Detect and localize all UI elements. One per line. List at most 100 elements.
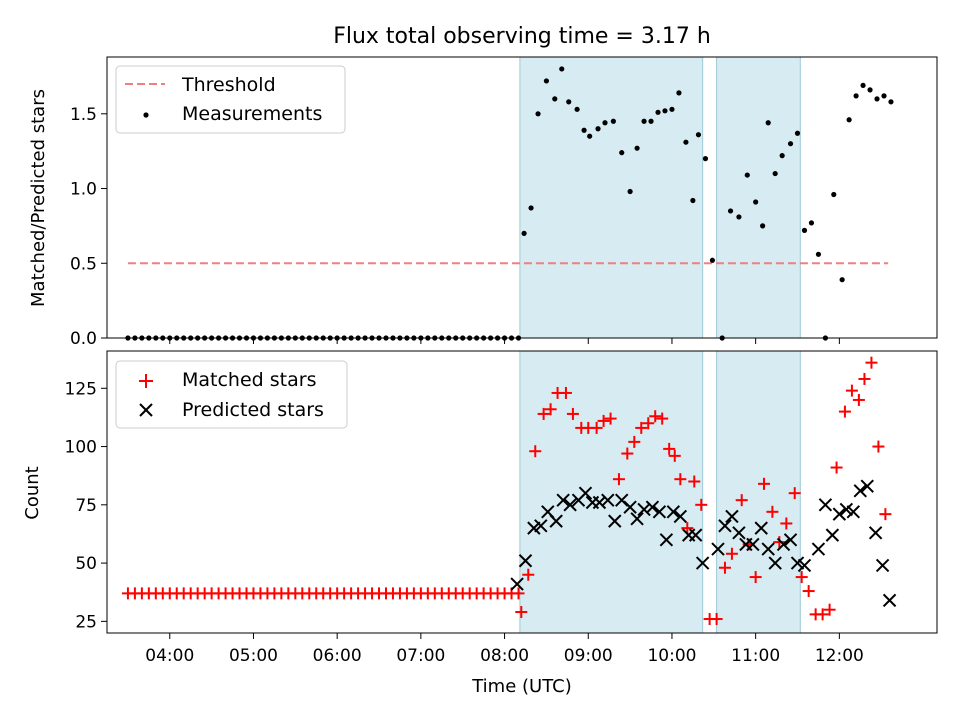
- measurement-point: [765, 120, 771, 126]
- measurement-point: [881, 93, 887, 99]
- measurement-point: [683, 139, 689, 145]
- measurement-point: [779, 153, 785, 159]
- matched-star-point: [544, 403, 557, 416]
- matched-star-point: [718, 561, 731, 574]
- measurement-point: [669, 106, 675, 112]
- bottom-panel: 25 50 75 100 125 04:00 05:00 06:00 07:00 08:00 09…: [22, 350, 938, 697]
- bottom-shaded-intervals: [519, 350, 801, 634]
- measurement-point: [655, 109, 661, 115]
- measurement-point: [787, 141, 794, 147]
- matched-star-point: [604, 412, 617, 425]
- measurement-point: [595, 126, 601, 132]
- predicted-star-point: [718, 519, 732, 533]
- matched-star-point: [795, 571, 808, 584]
- legend-threshold-label: Threshold: [181, 74, 276, 96]
- measurement-point: [772, 170, 778, 177]
- matched-star-point: [802, 585, 815, 598]
- matched-star-point: [830, 461, 843, 474]
- matched-star-point: [758, 477, 771, 490]
- predicted-star-point: [818, 498, 833, 512]
- predicted-star-point: [592, 495, 607, 510]
- measurement-point: [867, 87, 873, 93]
- matched-star-point: [612, 473, 625, 486]
- measurement-point: [587, 133, 593, 139]
- bottom-y-axis: 25 50 75 100 125: [65, 379, 107, 632]
- matched-star-point: [642, 417, 655, 430]
- predicted-star-point: [811, 542, 826, 556]
- legend-measurements-label: Measurements: [182, 103, 322, 125]
- predicted-star-point: [666, 505, 681, 519]
- matched-star-point: [566, 407, 579, 420]
- matched-star-point: [725, 547, 738, 560]
- matched-star-point: [838, 405, 851, 418]
- matched-star-point: [590, 421, 603, 434]
- measurement-point: [888, 99, 894, 105]
- matched-star-point: [788, 487, 801, 500]
- predicted-star-point: [797, 558, 812, 573]
- bottom-legend-box: [115, 360, 348, 429]
- predicted-star-point: [659, 533, 674, 547]
- predicted-star-point: [853, 484, 867, 498]
- x-tick-label: 07:00: [396, 646, 445, 666]
- measurement-point: [602, 120, 608, 126]
- measurement-point: [619, 150, 625, 156]
- measurement-point: [801, 227, 808, 233]
- y-tick-label: 1.0: [70, 180, 97, 200]
- measurement-point: [610, 118, 616, 124]
- predicted-star-point: [868, 526, 883, 540]
- bottom-y-axis-label: Count: [22, 466, 43, 519]
- matched-star-point: [635, 421, 648, 434]
- y-tick-label: 125: [65, 379, 97, 399]
- matched-star-point: [668, 449, 681, 462]
- matched-star-point: [816, 608, 829, 621]
- matched-star-point: [879, 508, 892, 521]
- measurement-point: [702, 156, 709, 162]
- matched-star-point: [845, 384, 858, 397]
- x-tick-label: 06:00: [313, 646, 362, 666]
- x-tick-label: 08:00: [480, 646, 529, 666]
- measurement-point: [860, 82, 866, 88]
- matched-star-point: [858, 372, 871, 385]
- measurement-point: [528, 205, 534, 211]
- matched-star-point: [529, 445, 542, 458]
- measurement-point: [521, 230, 527, 236]
- predicted-star-point: [556, 493, 570, 507]
- predicted-star-point: [725, 509, 739, 524]
- predicted-star-point: [623, 500, 637, 514]
- predicted-star-point: [761, 542, 775, 556]
- measurement-point: [627, 188, 633, 195]
- predicted-star-point: [746, 537, 760, 552]
- measurement-point: [676, 90, 682, 96]
- matched-star-point: [735, 494, 748, 507]
- measurement-point: [839, 277, 845, 283]
- predicted-star-point: [732, 526, 746, 540]
- measurement-point: [744, 172, 750, 178]
- chart-title: Flux total observing time = 3.17 h: [333, 24, 711, 49]
- top-legend-box: [115, 65, 346, 134]
- measurement-point: [690, 197, 696, 204]
- matched-star-point: [522, 568, 535, 581]
- y-tick-label: 50: [75, 554, 97, 574]
- top-plot-frame: [106, 56, 938, 339]
- matched-star-point: [681, 522, 694, 535]
- x-axis-label: Time (UTC): [471, 676, 572, 697]
- matched-star-point: [512, 587, 525, 600]
- predicted-star-point: [652, 505, 667, 519]
- predicted-star-point: [645, 500, 660, 514]
- predicted-star-point: [695, 556, 710, 570]
- matched-star-point: [823, 603, 836, 616]
- measurement-point: [753, 199, 759, 205]
- measurement-point: [831, 191, 837, 198]
- measurement-point: [648, 118, 654, 124]
- predicted-star-point: [846, 505, 861, 519]
- bottom-x-axis: 04:00 05:00 06:00 07:00 08:00 09:00 10:00 11:00…: [145, 633, 864, 666]
- top-panel: 0.0 0.5 1.0 1.5 Matched/Predicted stars Thr…: [28, 56, 938, 349]
- shaded-interval-2: [716, 56, 801, 339]
- y-tick-label: 1.5: [70, 105, 97, 125]
- predicted-star-point: [549, 514, 563, 528]
- measurement-point: [727, 208, 734, 214]
- matched-star-point: [537, 407, 550, 420]
- bottom-series: [121, 356, 897, 626]
- predicted-star-point: [754, 521, 768, 535]
